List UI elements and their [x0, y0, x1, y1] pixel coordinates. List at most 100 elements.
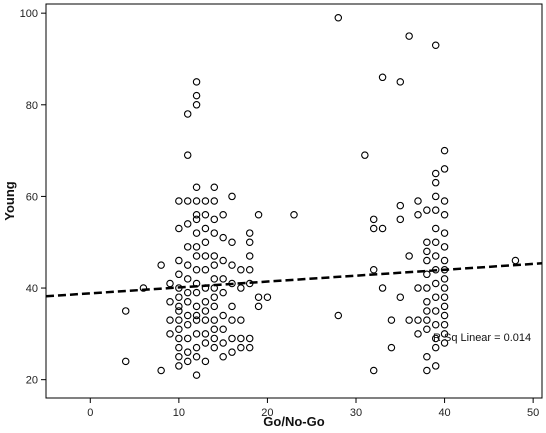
y-axis: 20 40 60 80 100 — [20, 8, 46, 387]
data-point — [431, 192, 440, 201]
data-point — [166, 279, 174, 288]
data-point — [183, 243, 192, 251]
data-point — [423, 270, 431, 279]
data-point — [396, 201, 405, 210]
data-point — [414, 197, 422, 205]
data-point — [228, 302, 236, 311]
data-point — [192, 343, 201, 352]
data-point — [192, 243, 201, 251]
data-point — [166, 316, 174, 324]
data-point — [210, 343, 219, 352]
data-point — [228, 316, 236, 324]
data-point — [387, 316, 396, 324]
data-point — [254, 210, 263, 219]
data-point — [378, 284, 387, 292]
data-point — [228, 261, 236, 269]
data-point — [210, 302, 219, 311]
data-point — [183, 151, 192, 159]
data-point — [369, 265, 378, 274]
data-point — [192, 210, 201, 219]
data-point — [245, 252, 254, 260]
data-point — [237, 284, 245, 292]
data-point — [192, 316, 201, 324]
data-point — [201, 224, 210, 233]
y-tick-label: 100 — [20, 8, 38, 20]
data-point — [201, 210, 210, 219]
y-tick-label: 80 — [26, 100, 38, 112]
data-point — [423, 366, 431, 375]
data-point — [175, 307, 183, 315]
data-point — [254, 293, 263, 301]
x-tick-label: 50 — [527, 407, 539, 419]
data-point — [210, 316, 219, 324]
data-point — [183, 320, 192, 329]
data-point — [183, 197, 192, 205]
data-point — [192, 229, 201, 237]
data-point — [210, 325, 219, 334]
data-point — [334, 13, 343, 22]
data-point — [431, 307, 440, 315]
data-point — [210, 197, 219, 205]
data-point — [157, 261, 165, 269]
data-point — [175, 256, 183, 265]
data-point — [210, 334, 219, 343]
y-tick-label: 60 — [26, 191, 38, 203]
data-point — [201, 330, 210, 338]
data-point — [201, 316, 210, 324]
data-point — [334, 311, 343, 320]
data-point — [192, 265, 201, 274]
data-point — [245, 229, 254, 237]
data-point — [139, 284, 148, 292]
data-point — [192, 302, 201, 311]
data-point — [361, 151, 369, 159]
data-point — [157, 366, 165, 375]
data-point — [183, 261, 192, 269]
data-point — [192, 353, 201, 361]
data-point — [201, 298, 210, 306]
data-point — [192, 183, 201, 192]
y-tick-label: 20 — [26, 375, 38, 387]
data-point — [414, 284, 422, 292]
data-point — [219, 339, 227, 347]
data-point — [378, 73, 387, 82]
data-point — [201, 238, 210, 246]
data-point — [440, 275, 449, 283]
data-point — [431, 169, 440, 178]
data-point — [175, 325, 183, 334]
data-point — [440, 311, 449, 320]
data-point — [121, 307, 130, 315]
data-point — [219, 256, 227, 265]
data-point — [183, 220, 192, 228]
data-point — [201, 252, 210, 260]
x-tick-label: 10 — [173, 407, 185, 419]
data-point — [210, 183, 219, 192]
data-point — [219, 311, 227, 320]
data-point — [440, 197, 449, 205]
data-point — [219, 210, 227, 219]
data-point — [219, 353, 227, 361]
data-point — [192, 78, 201, 86]
data-point — [414, 210, 422, 219]
data-point — [210, 215, 219, 224]
data-point — [511, 256, 520, 265]
data-point — [431, 293, 440, 301]
data-point — [414, 316, 422, 324]
data-point — [440, 210, 449, 219]
data-point — [245, 343, 254, 352]
data-point — [414, 330, 422, 338]
data-point — [431, 334, 440, 343]
x-tick-label: 30 — [350, 407, 362, 419]
x-tick-label: 20 — [261, 407, 273, 419]
data-point — [192, 91, 201, 100]
data-point — [387, 343, 396, 352]
data-point — [237, 343, 245, 352]
data-point — [254, 302, 263, 311]
data-point — [228, 238, 236, 246]
data-point — [378, 224, 387, 233]
data-point — [175, 293, 183, 301]
data-point — [431, 41, 440, 49]
data-point — [423, 298, 431, 306]
data-point — [192, 197, 201, 205]
data-point — [175, 197, 183, 205]
data-point — [175, 353, 183, 361]
